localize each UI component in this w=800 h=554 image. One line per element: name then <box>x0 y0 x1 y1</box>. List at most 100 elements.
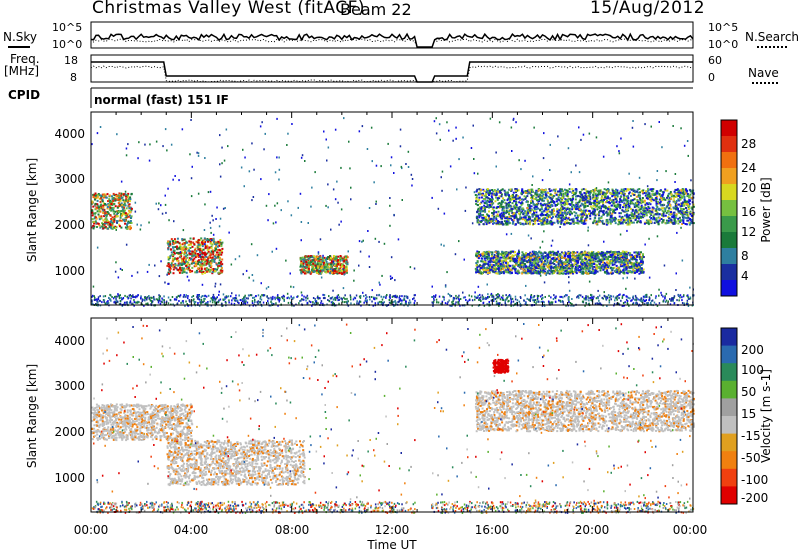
power-cell <box>602 205 605 208</box>
power-cell <box>95 196 98 199</box>
power-cell <box>199 249 201 252</box>
power-cell <box>542 190 545 193</box>
power-cell <box>346 271 348 274</box>
power-cell <box>321 260 324 263</box>
power-cell <box>537 217 540 220</box>
power-cell <box>600 264 603 267</box>
power-cell <box>195 269 198 272</box>
power-cell <box>185 267 188 270</box>
power-cell <box>175 251 178 254</box>
power-cell <box>344 269 347 272</box>
power-cell <box>604 192 607 195</box>
power-cell <box>497 220 499 223</box>
power-cell <box>595 189 598 192</box>
power-cell <box>568 261 571 264</box>
power-cell <box>101 198 104 201</box>
power-cell <box>303 258 305 261</box>
power-cell <box>494 190 497 193</box>
power-cell <box>575 266 578 269</box>
nsky-label: N.Sky <box>3 30 38 44</box>
power-cell <box>189 258 192 261</box>
power-cell <box>101 222 103 225</box>
power-cell <box>551 196 554 199</box>
power-cell <box>658 194 661 197</box>
power-cell <box>655 198 658 201</box>
power-cell <box>489 261 492 264</box>
power-cell <box>565 261 568 264</box>
power-cell <box>492 217 495 220</box>
power-cell <box>493 264 496 267</box>
power-cell <box>566 206 569 209</box>
power-cell <box>531 268 534 270</box>
power-cell <box>194 250 196 253</box>
power-cell <box>194 252 197 255</box>
power-cell <box>173 251 175 254</box>
power-cell <box>128 207 131 210</box>
power-cell <box>585 216 588 219</box>
nave-tick-high: 60 <box>708 54 722 67</box>
power-cell <box>661 209 664 212</box>
power-cell <box>535 205 538 208</box>
power-cell <box>687 206 690 209</box>
power-cell <box>558 193 561 196</box>
power-cell <box>484 207 487 209</box>
power-cell <box>622 206 624 209</box>
power-cell <box>542 261 545 264</box>
power-cell <box>580 193 583 196</box>
power-cell <box>176 237 179 240</box>
power-cell <box>596 196 599 199</box>
power-cell <box>495 211 498 214</box>
power-cell <box>314 261 316 264</box>
power-cell <box>638 272 641 275</box>
power-cell <box>639 210 642 213</box>
freq-tick-high: 18 <box>64 54 78 67</box>
power-cell <box>630 213 633 216</box>
power-cell <box>590 250 593 253</box>
power-cell <box>542 189 545 192</box>
power-cell <box>201 256 204 259</box>
power-cell <box>521 263 524 266</box>
power-cell <box>332 255 335 257</box>
power-cell <box>621 192 624 195</box>
power-cell <box>620 188 623 191</box>
power-cell <box>681 196 683 199</box>
power-cell <box>170 238 173 241</box>
power-cell <box>515 211 518 214</box>
power-cell <box>615 188 617 191</box>
power-cell <box>602 264 605 267</box>
power-cell <box>329 255 331 257</box>
power-cell <box>557 202 559 205</box>
power-cell <box>213 249 216 252</box>
power-cell <box>556 208 559 211</box>
power-cell <box>191 266 194 269</box>
power-cell <box>479 264 481 267</box>
power-cell <box>92 224 95 227</box>
power-cell <box>482 260 484 263</box>
power-cell <box>588 209 591 212</box>
power-cell <box>638 201 641 204</box>
power-cell <box>570 254 573 257</box>
power-cell <box>110 203 113 206</box>
power-cell <box>640 267 643 270</box>
power-cell <box>626 200 629 203</box>
power-cell <box>617 223 620 226</box>
power-cell <box>107 221 110 224</box>
power-cell <box>503 251 506 254</box>
power-cell <box>485 196 488 199</box>
power-cell <box>508 203 510 206</box>
power-cell <box>541 199 544 202</box>
power-cell <box>600 210 603 213</box>
power-cell <box>509 201 511 204</box>
power-cell <box>316 271 319 274</box>
power-cell <box>592 191 595 194</box>
power-cell <box>657 201 659 203</box>
power-cell <box>671 215 674 218</box>
power-cell <box>110 209 113 212</box>
power-cell <box>477 209 479 211</box>
power-cell <box>497 205 500 208</box>
power-cell <box>108 194 111 197</box>
power-cell <box>100 205 103 208</box>
power-cell <box>593 209 596 212</box>
power-cell <box>501 221 504 224</box>
